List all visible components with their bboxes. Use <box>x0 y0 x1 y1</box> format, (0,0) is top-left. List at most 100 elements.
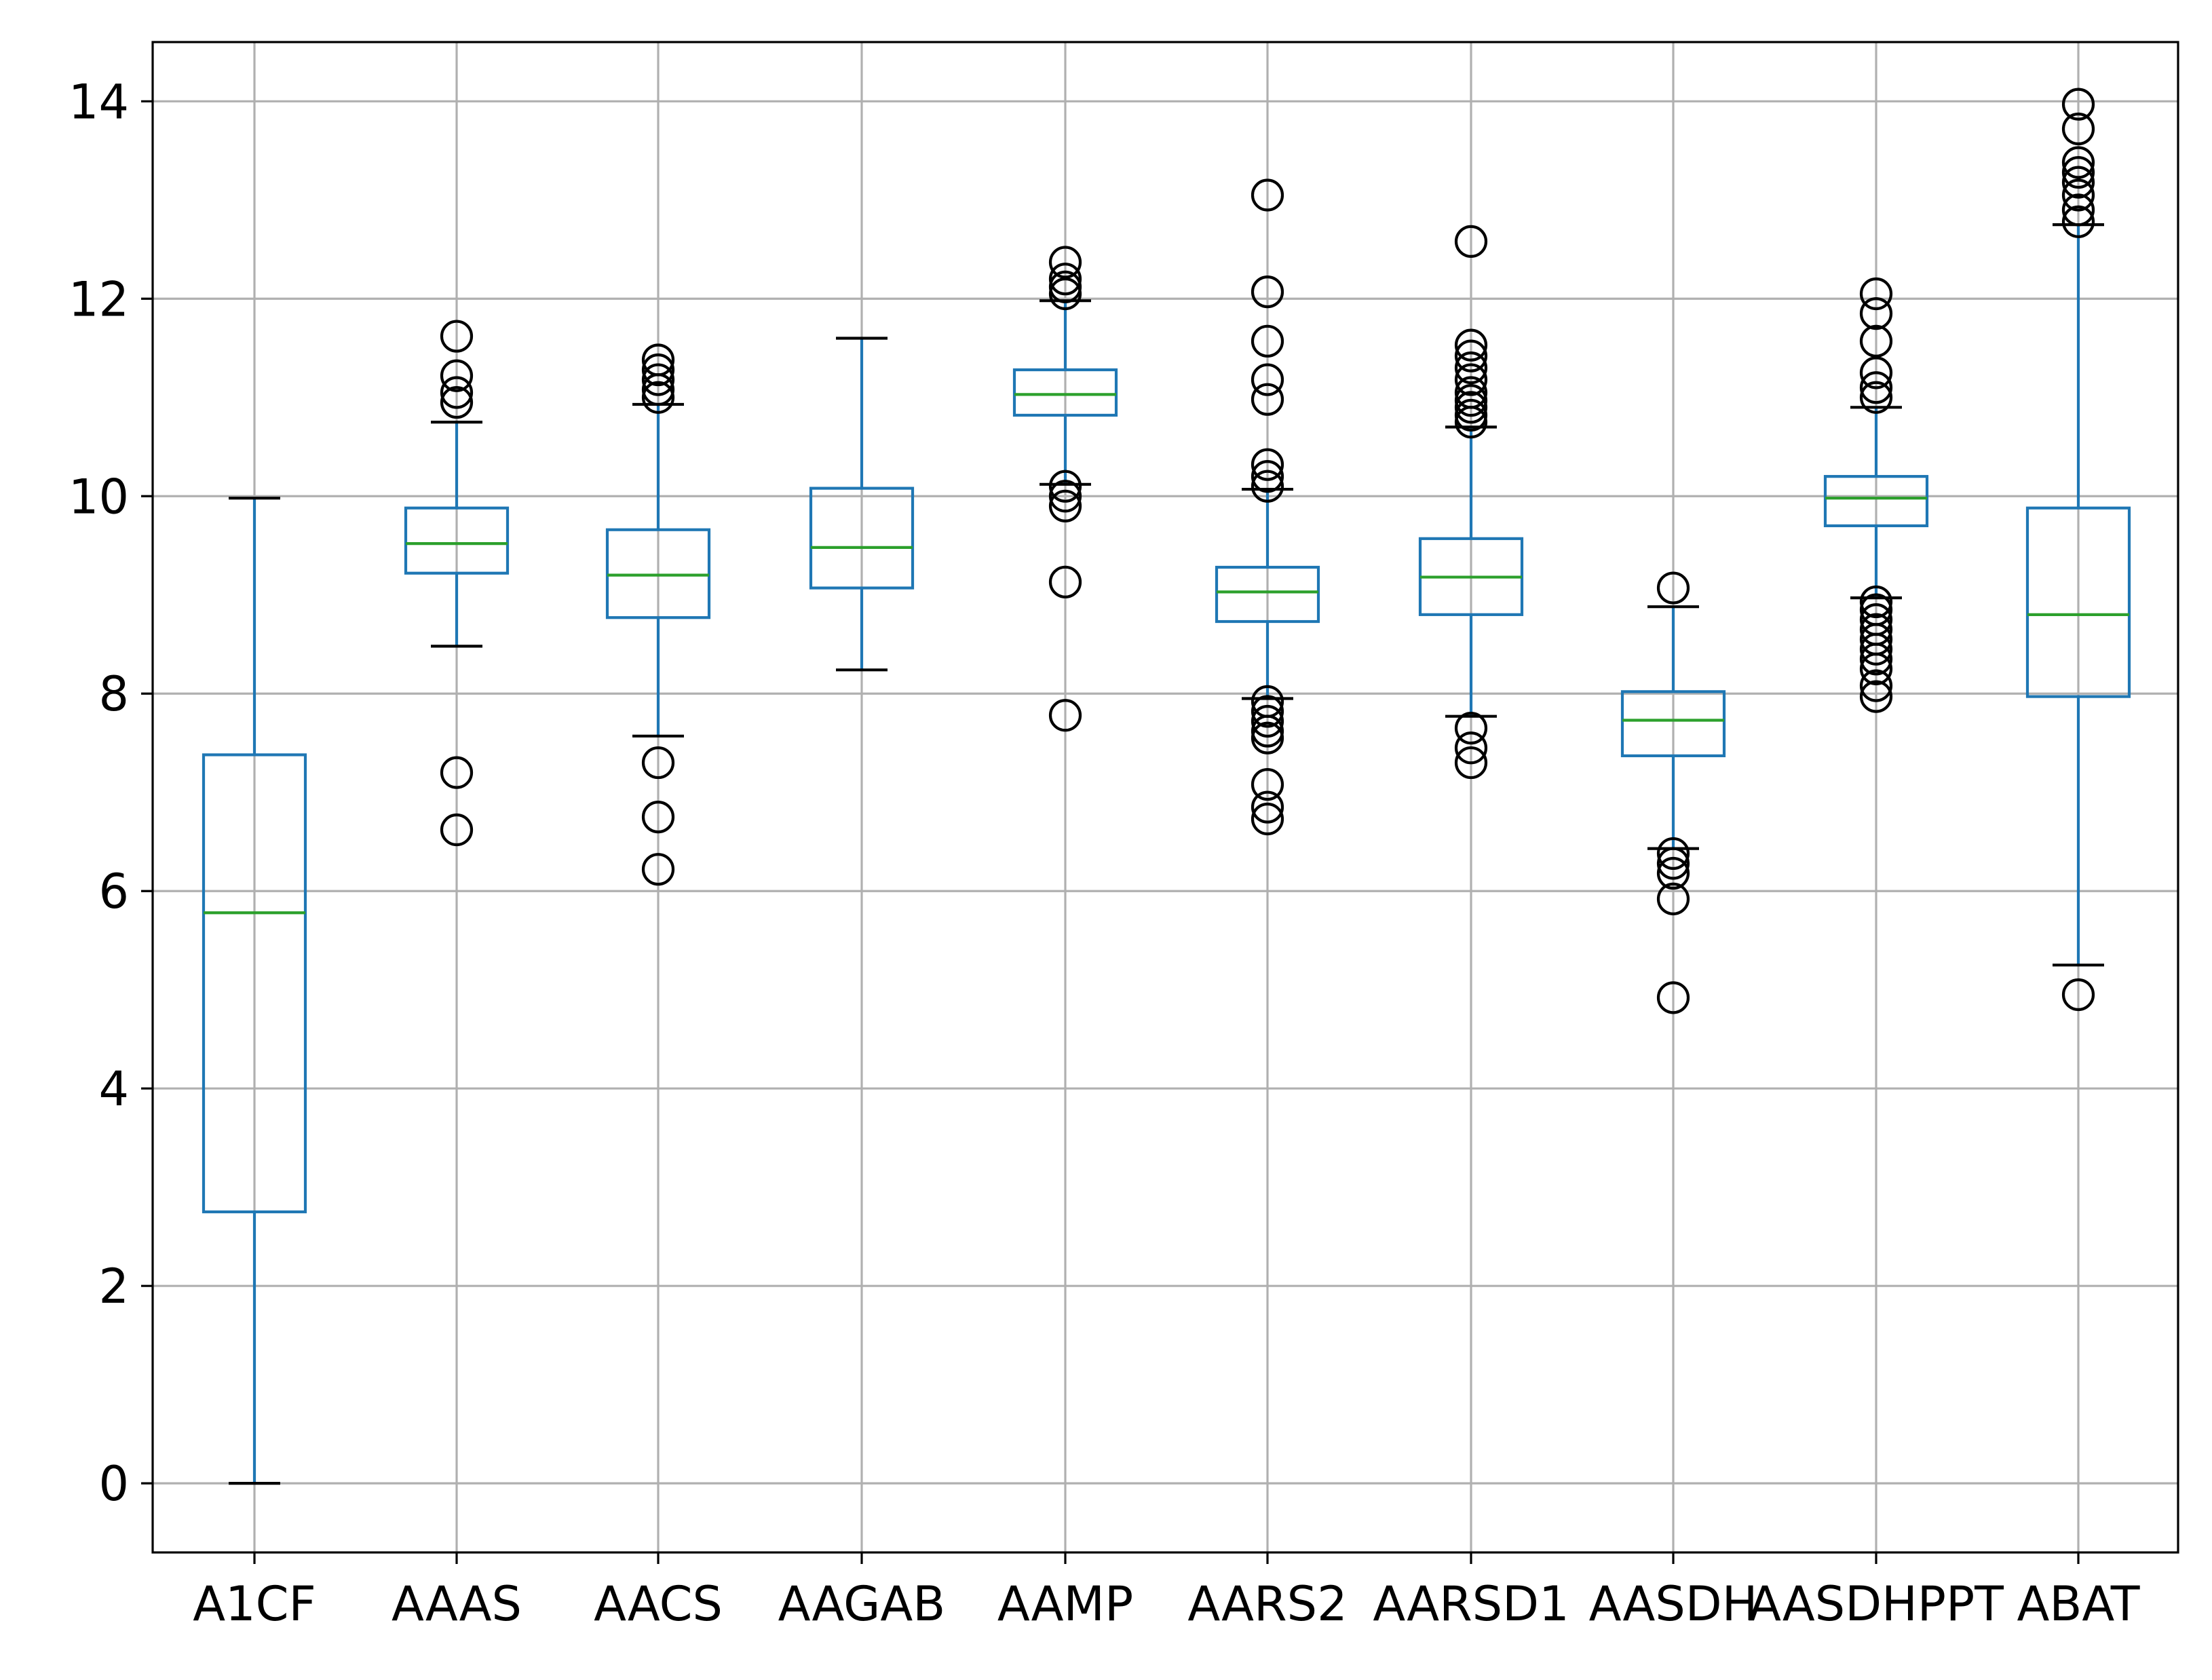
box-series <box>202 88 2131 1485</box>
y-tick-label: 10 <box>69 469 129 524</box>
outlier-point <box>1859 585 1893 619</box>
outlier-point <box>1251 767 1284 801</box>
outlier-point <box>1454 746 1488 780</box>
outlier-point <box>1048 470 1082 503</box>
outlier-point <box>1859 297 1893 330</box>
outlier-point <box>1454 391 1488 424</box>
iqr-box <box>1823 475 1929 528</box>
box-abat <box>2025 88 2131 1012</box>
outlier-point <box>440 385 474 419</box>
outlier-point <box>1251 695 1284 728</box>
x-tick-label: AACS <box>594 1576 723 1632</box>
outlier-point <box>641 363 675 396</box>
outlier-point <box>1656 847 1690 880</box>
outlier-point <box>1048 565 1082 598</box>
box-aaas <box>404 320 510 847</box>
iqr-box <box>404 506 510 575</box>
x-tick-label: AAGAB <box>778 1576 946 1632</box>
y-tick-label: 12 <box>69 271 129 327</box>
outlier-point <box>1859 680 1893 713</box>
outlier-point <box>1454 398 1488 432</box>
outlier-point <box>1048 246 1082 279</box>
outlier-point <box>1859 324 1893 358</box>
y-tick-label: 2 <box>98 1259 129 1314</box>
outlier-point <box>1859 277 1893 311</box>
outlier-point <box>1251 704 1284 738</box>
outlier-point <box>2061 146 2095 179</box>
y-tick-label: 14 <box>69 74 129 130</box>
x-tick-label: AASDHPPT <box>1749 1576 2004 1632</box>
outlier-point <box>1454 363 1488 396</box>
outlier-point <box>1859 371 1893 404</box>
x-tick-label: AARSD1 <box>1373 1576 1569 1632</box>
outlier-point <box>1251 275 1284 309</box>
outlier-point <box>1251 802 1284 836</box>
outlier-point <box>1251 383 1284 416</box>
box-aarsd1 <box>1418 225 1524 780</box>
outlier-point <box>1048 480 1082 513</box>
iqr-box <box>1620 690 1726 757</box>
outlier-point <box>440 813 474 847</box>
outlier-point <box>1251 363 1284 396</box>
axes: 0 2 4 6 8 10 12 14 A1CF AAAS AACS AAGAB AAMP AARS2 AAR… <box>69 41 2179 1632</box>
outlier-point <box>641 853 675 886</box>
y-tick-label: 6 <box>98 864 129 919</box>
iqr-box <box>1012 368 1118 417</box>
outlier-point <box>1859 652 1893 685</box>
x-tick-label: AAAS <box>392 1576 522 1632</box>
x-tick-label: A1CF <box>193 1576 316 1632</box>
outlier-point <box>641 800 675 834</box>
iqr-box <box>2025 506 2131 698</box>
outlier-point <box>1859 643 1893 676</box>
outlier-point <box>641 353 675 387</box>
box-aars2 <box>1215 178 1320 836</box>
outlier-point <box>1454 351 1488 385</box>
outlier-point <box>1251 470 1284 503</box>
outlier-point <box>1048 699 1082 732</box>
outlier-point <box>1048 270 1082 303</box>
outlier-point <box>440 376 474 409</box>
outlier-point <box>440 756 474 789</box>
iqr-box <box>1215 565 1320 624</box>
outlier-point <box>2061 978 2095 1012</box>
plot-frame <box>151 41 2179 1554</box>
box-aamp <box>1012 246 1118 732</box>
iqr-box <box>809 486 915 590</box>
outlier-point <box>1656 571 1690 605</box>
outlier-point <box>1048 263 1082 296</box>
outlier-point <box>1454 712 1488 745</box>
x-tick-label: ABAT <box>2017 1576 2139 1632</box>
outlier-point <box>1656 837 1690 871</box>
y-tick-label: 0 <box>98 1456 129 1512</box>
outlier-point <box>1859 632 1893 666</box>
outlier-point <box>2061 178 2095 212</box>
box-a1cf <box>202 497 307 1485</box>
x-tick-label: AARS2 <box>1187 1576 1347 1632</box>
outlier-point <box>1656 882 1690 915</box>
outlier-point <box>2061 193 2095 227</box>
outlier-point <box>1251 448 1284 481</box>
outlier-point <box>1454 384 1488 417</box>
outlier-point <box>1048 489 1082 522</box>
outlier-point <box>1251 721 1284 755</box>
outlier-point <box>1454 406 1488 439</box>
outlier-point <box>1048 277 1082 311</box>
x-tick-label: AASDH <box>1589 1576 1758 1632</box>
outlier-point <box>1859 381 1893 414</box>
outlier-point <box>440 320 474 353</box>
outlier-point <box>1656 981 1690 1014</box>
box-aasdh <box>1620 571 1726 1014</box>
outlier-point <box>641 373 675 406</box>
outlier-point <box>1251 178 1284 212</box>
outlier-point <box>1454 225 1488 258</box>
outlier-point <box>2061 166 2095 199</box>
box-aasdhppt <box>1823 277 1929 713</box>
y-tick-label: 4 <box>98 1061 129 1117</box>
outlier-point <box>1251 324 1284 358</box>
outlier-point <box>2061 112 2095 146</box>
outlier-point <box>440 359 474 392</box>
y-tick-label: 8 <box>98 666 129 722</box>
outlier-point <box>1454 731 1488 765</box>
